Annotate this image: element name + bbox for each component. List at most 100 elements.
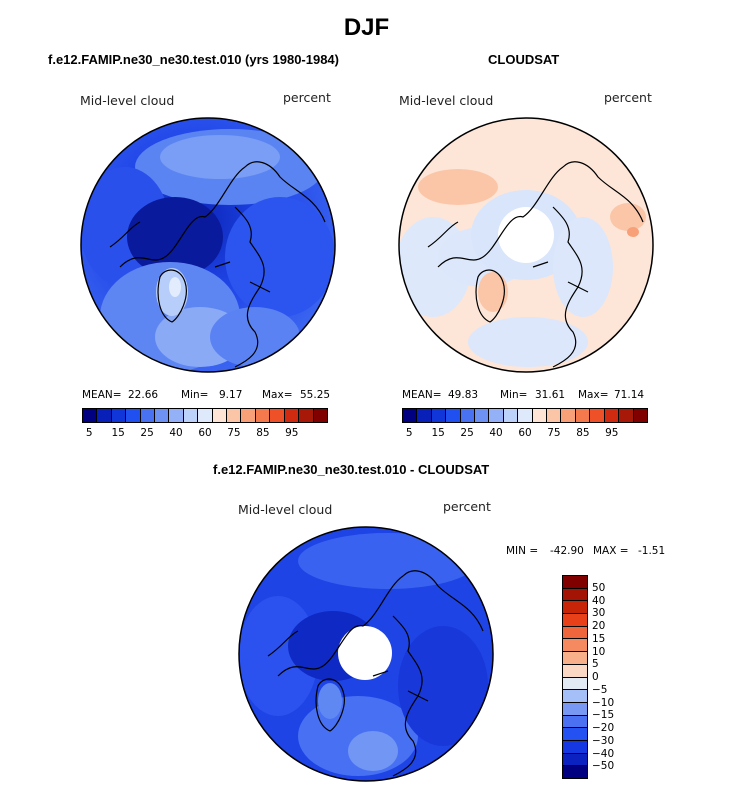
panel3-colorbar-box-6 [563,651,587,664]
panel3-colorbar-box-11 [563,714,587,728]
panel1-region-siberia [225,197,335,317]
panel3-colorbar-box-5 [563,638,587,652]
panel3-min-value: -42.90 [550,545,584,557]
panel1-max-label: Max= [262,389,293,401]
panel1-colorbar-tick-7: 95 [285,427,299,439]
panel3-colorbar-box-8 [563,676,587,690]
panel2-max-label: Max= [578,389,609,401]
panel2-colorbar-box-3 [445,409,460,422]
panel1-boundary [80,117,336,373]
panel2-region-siberia [553,217,613,317]
panel2-coastlines [427,161,644,368]
panel1-region-greenland-peak [169,277,181,297]
panel2-colorbar-tick-3: 40 [489,427,503,439]
panel2-colorbar-box-4 [459,409,475,422]
panel2-colorbar-box-1 [416,409,431,422]
panel1-variable: Mid-level cloud [80,93,175,108]
panel3-colorbar-box-13 [563,739,587,753]
panel3-region-siberia [398,626,488,746]
panel1-colorbar-box-14 [283,409,299,422]
panel3-variable: Mid-level cloud [238,502,333,517]
panel3-colorbar-tick-9: −10 [592,696,615,709]
panel3-colorbar-tick-4: 15 [592,632,606,645]
panel1-title: f.e12.FAMIP.ne30_ne30.test.010 (yrs 1980… [48,52,339,67]
panel3-colorbar-tick-10: −15 [592,709,615,722]
panel3-map [238,526,494,782]
panel3-region-atlantic-light [348,731,398,771]
panel1-colorbar-box-8 [197,409,212,422]
panel2-colorbar-tick-0: 5 [405,427,413,439]
panel3-min-label: MIN = [506,545,539,557]
panel3-colorbar [562,575,588,779]
panel2-missing-pole [498,207,554,263]
panel1-units: percent [283,90,331,105]
panel1-colorbar [82,408,328,423]
panel1-colorbar-tick-1: 15 [111,427,125,439]
panel3-coastlines [267,570,484,777]
panel2-title: CLOUDSAT [488,52,560,67]
panel2-colorbar-tick-1: 15 [431,427,445,439]
panel1-colorbar-box-13 [269,409,284,422]
panel2-colorbar-box-15 [618,409,633,422]
panel2-variable: Mid-level cloud [399,93,494,108]
panel3-colorbar-box-1 [563,587,587,601]
panel3-colorbar-box-15 [563,765,587,778]
panel3-colorbar-box-12 [563,727,587,740]
panel1-colorbar-tick-0: 5 [85,427,93,439]
panel3-region-greenland [318,683,342,719]
panel2-colorbar-tick-4: 60 [518,427,532,439]
panel3-colorbar-box-14 [563,752,587,766]
panel3-colorbar-tick-7: 0 [592,671,599,683]
panel3-colorbar-tick-6: 5 [592,658,599,671]
panel2-colorbar-box-5 [474,409,489,422]
panel3-colorbar-tick-2: 30 [592,607,606,620]
panel1-max-value: 55.25 [300,389,331,401]
panel1-colorbar-box-16 [312,409,327,422]
panel2-colorbar-box-9 [531,409,547,422]
panel3-colorbar-box-10 [563,701,587,715]
panel2-mean-value: 49.83 [448,389,479,401]
panel2-region-atlantic [468,317,588,367]
panel3-max-label: MAX = [593,545,629,557]
panel2-mean-label: MEAN= [402,389,442,401]
panel2-colorbar-box-11 [560,409,575,422]
panel2-map [398,117,654,373]
panel1-colorbar-tick-3: 40 [169,427,183,439]
panel3-colorbar-tick-3: 20 [592,620,606,632]
panel1-colorbar-box-7 [182,409,198,422]
panel1-colorbar-box-10 [226,409,241,422]
panel1-coastlines [109,161,326,368]
panel3-colorbar-tick-8: −5 [592,683,608,696]
panel2-colorbar-tick-6: 85 [576,427,590,439]
panel1-colorbar-box-0 [83,409,97,422]
panel3-colorbar-tick-11: −20 [592,722,615,734]
panel1-colorbar-box-2 [110,409,126,422]
panel1-colorbar-tick-2: 25 [140,427,154,439]
panel1-colorbar-tick-5: 75 [227,427,241,439]
panel2-colorbar-tick-2: 25 [460,427,474,439]
main-title: DJF [343,14,390,41]
panel1-colorbar-tick-6: 85 [256,427,270,439]
panel2-colorbar-box-16 [632,409,647,422]
panel2-colorbar-box-6 [488,409,503,422]
panel2-min-label: Min= [500,389,528,401]
panel1-region-europe [210,307,300,367]
panel1-map [80,117,336,373]
panel2-max-value: 71.14 [614,389,645,401]
panel2-colorbar-box-12 [574,409,590,422]
panel2-colorbar-box-10 [546,409,561,422]
panel1-colorbar-tick-4: 60 [198,427,212,439]
panel2-colorbar-box-7 [502,409,518,422]
panel1-colorbar-box-9 [211,409,227,422]
panel3-colorbar-tick-13: −40 [592,747,615,760]
panel2-colorbar-box-0 [403,409,417,422]
panel3-colorbar-tick-1: 40 [592,594,606,607]
panel2-colorbar-box-8 [517,409,532,422]
panel3-max-value: -1.51 [638,545,666,557]
panel2-region-europe-warm [627,227,639,237]
panel3-colorbar-box-0 [563,576,587,588]
panel2-colorbar-box-2 [430,409,446,422]
panel2-colorbar-box-14 [603,409,619,422]
panel3-colorbar-box-4 [563,625,587,639]
panel3-colorbar-tick-0: 50 [592,581,606,594]
